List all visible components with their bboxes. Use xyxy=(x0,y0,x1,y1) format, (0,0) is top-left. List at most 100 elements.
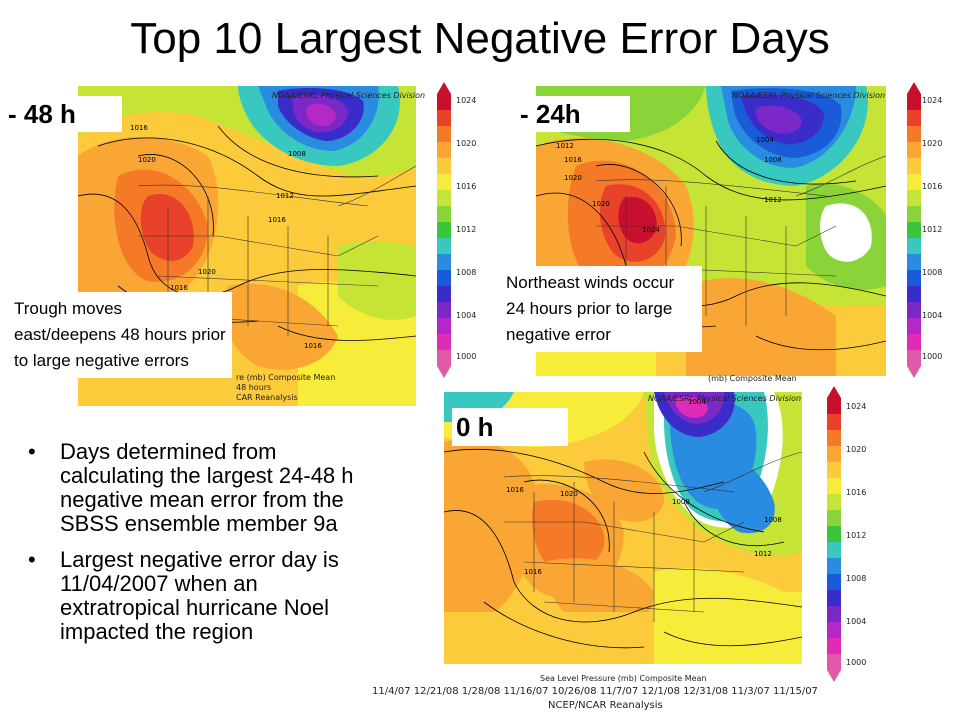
colorbar-tick-label: 1020 xyxy=(922,139,943,148)
trough-note: Trough moves east/deepens 48 hours prior… xyxy=(8,292,232,378)
colorbar-top-arrow xyxy=(907,82,921,94)
colorbar-tick-label: 1000 xyxy=(456,352,477,361)
colorbar-bottom-arrow xyxy=(437,366,451,378)
colorbar-swatch xyxy=(907,94,921,111)
composite-dates: 11/4/07 12/21/08 1/28/08 11/16/07 10/26/… xyxy=(372,686,818,697)
colorbar-tick-label: 1024 xyxy=(846,402,867,411)
contour-label: 1004 xyxy=(756,136,774,144)
contour-label: 1016 xyxy=(304,342,322,350)
colorbar-swatch xyxy=(907,174,921,191)
map-caption-line: CAR Reanalysis xyxy=(236,393,298,402)
colorbar-swatch xyxy=(827,494,841,511)
contour-label: 1016 xyxy=(524,568,542,576)
colorbar-swatch xyxy=(827,654,841,671)
colorbar-swatch xyxy=(827,478,841,495)
lead-time-label-minus-48h: - 48 h xyxy=(4,96,122,132)
colorbar-swatch xyxy=(827,622,841,639)
colorbar-tick-label: 1000 xyxy=(922,352,943,361)
colorbar-swatch xyxy=(907,254,921,271)
contour-label: 1012 xyxy=(754,550,772,558)
slide-title: Top 10 Largest Negative Error Days xyxy=(130,14,830,63)
colorbar-swatch xyxy=(827,574,841,591)
colorbar-top-arrow xyxy=(827,386,841,398)
colorbar-swatch xyxy=(437,350,451,367)
contour-label: 1020 xyxy=(592,200,610,208)
colorbar-swatch xyxy=(827,558,841,575)
colorbar-labels: 1024 1020 1016 1012 1008 1004 1000 xyxy=(846,402,876,672)
colorbar-swatch xyxy=(907,110,921,127)
colorbar-swatch xyxy=(437,302,451,319)
colorbar-bottom-arrow xyxy=(907,366,921,378)
colorbar-swatch xyxy=(907,222,921,239)
contour-label: 1012 xyxy=(764,196,782,204)
contour-label: 1020 xyxy=(138,156,156,164)
colorbar-swatch xyxy=(437,126,451,143)
colorbar-swatch xyxy=(907,190,921,207)
colorbar-swatches xyxy=(907,82,921,378)
reanalysis-credit: NCEP/NCAR Reanalysis xyxy=(548,700,663,711)
colorbar-swatch xyxy=(827,446,841,463)
colorbar-swatch xyxy=(907,158,921,175)
colorbar-swatch xyxy=(437,238,451,255)
contour-label: 1012 xyxy=(556,142,574,150)
colorbar-swatch xyxy=(437,318,451,335)
colorbar-swatch xyxy=(827,590,841,607)
pressure-colorbar xyxy=(906,82,922,378)
colorbar-swatch xyxy=(907,126,921,143)
contour-label: 1008 xyxy=(288,150,306,158)
colorbar-swatch xyxy=(907,302,921,319)
colorbar-tick-label: 1004 xyxy=(846,617,867,626)
map-caption-0h: Sea Level Pressure (mb) Composite Mean xyxy=(540,674,707,683)
colorbar-swatch xyxy=(827,510,841,527)
colorbar-tick-label: 1012 xyxy=(456,225,477,234)
pressure-colorbar xyxy=(436,82,452,378)
colorbar-swatch xyxy=(437,110,451,127)
colorbar-swatch xyxy=(437,270,451,287)
northeast-winds-note: Northeast winds occur 24 hours prior to … xyxy=(500,266,702,352)
colorbar-swatch xyxy=(907,238,921,255)
colorbar-swatch xyxy=(437,286,451,303)
colorbar-swatch xyxy=(437,142,451,159)
contour-label: 1004 xyxy=(688,398,706,406)
colorbar-tick-label: 1008 xyxy=(922,268,943,277)
colorbar-swatch xyxy=(907,350,921,367)
map-credit-minus-48h: NOAA/ESRL Physical Sciences Division xyxy=(272,91,426,100)
map-credit-0h: NOAA/ESRL Physical Sciences Division xyxy=(648,394,802,403)
colorbar-labels: 1024 1020 1016 1012 1008 1004 1000 xyxy=(456,96,486,366)
colorbar-tick-label: 1012 xyxy=(846,531,867,540)
colorbar-swatch xyxy=(437,206,451,223)
bullet-item: Days determined from calculating the lar… xyxy=(20,440,380,536)
pressure-colorbar xyxy=(826,386,842,682)
contour-label: 1008 xyxy=(672,498,690,506)
map-caption-line: (mb) Composite Mean xyxy=(708,374,797,383)
colorbar-swatch xyxy=(437,158,451,175)
colorbar-swatch xyxy=(907,318,921,335)
colorbar-swatch xyxy=(437,94,451,111)
contour-label: 1024 xyxy=(642,226,660,234)
colorbar-tick-label: 1008 xyxy=(846,574,867,583)
contour-label: 1020 xyxy=(564,174,582,182)
colorbar-swatch xyxy=(827,526,841,543)
colorbar-swatch xyxy=(827,606,841,623)
colorbar-swatch xyxy=(827,398,841,415)
colorbar-swatch xyxy=(827,542,841,559)
pressure-map-minus-48h: 1016 1020 1012 1016 1020 1016 1016 1008 xyxy=(78,86,416,406)
map-panel-minus-48h: 1016 1020 1012 1016 1020 1016 1016 1008 xyxy=(78,86,416,406)
contour-label: 1020 xyxy=(560,490,578,498)
colorbar-swatch xyxy=(437,334,451,351)
colorbar-bottom-arrow xyxy=(827,670,841,682)
colorbar-labels: 1024 1020 1016 1012 1008 1004 1000 xyxy=(922,96,952,366)
contour-label: 1016 xyxy=(130,124,148,132)
colorbar-swatch xyxy=(907,286,921,303)
contour-label: 1012 xyxy=(276,192,294,200)
colorbar-tick-label: 1020 xyxy=(456,139,477,148)
contour-label: 1020 xyxy=(198,268,216,276)
colorbar-tick-label: 1012 xyxy=(922,225,943,234)
colorbar-tick-label: 1024 xyxy=(922,96,943,105)
colorbar-swatch xyxy=(827,414,841,431)
colorbar-tick-label: 1016 xyxy=(456,182,477,191)
colorbar-tick-label: 1008 xyxy=(456,268,477,277)
contour-label: 1016 xyxy=(170,284,188,292)
colorbar-swatch xyxy=(827,638,841,655)
map-caption-line: 48 hours xyxy=(236,383,272,392)
